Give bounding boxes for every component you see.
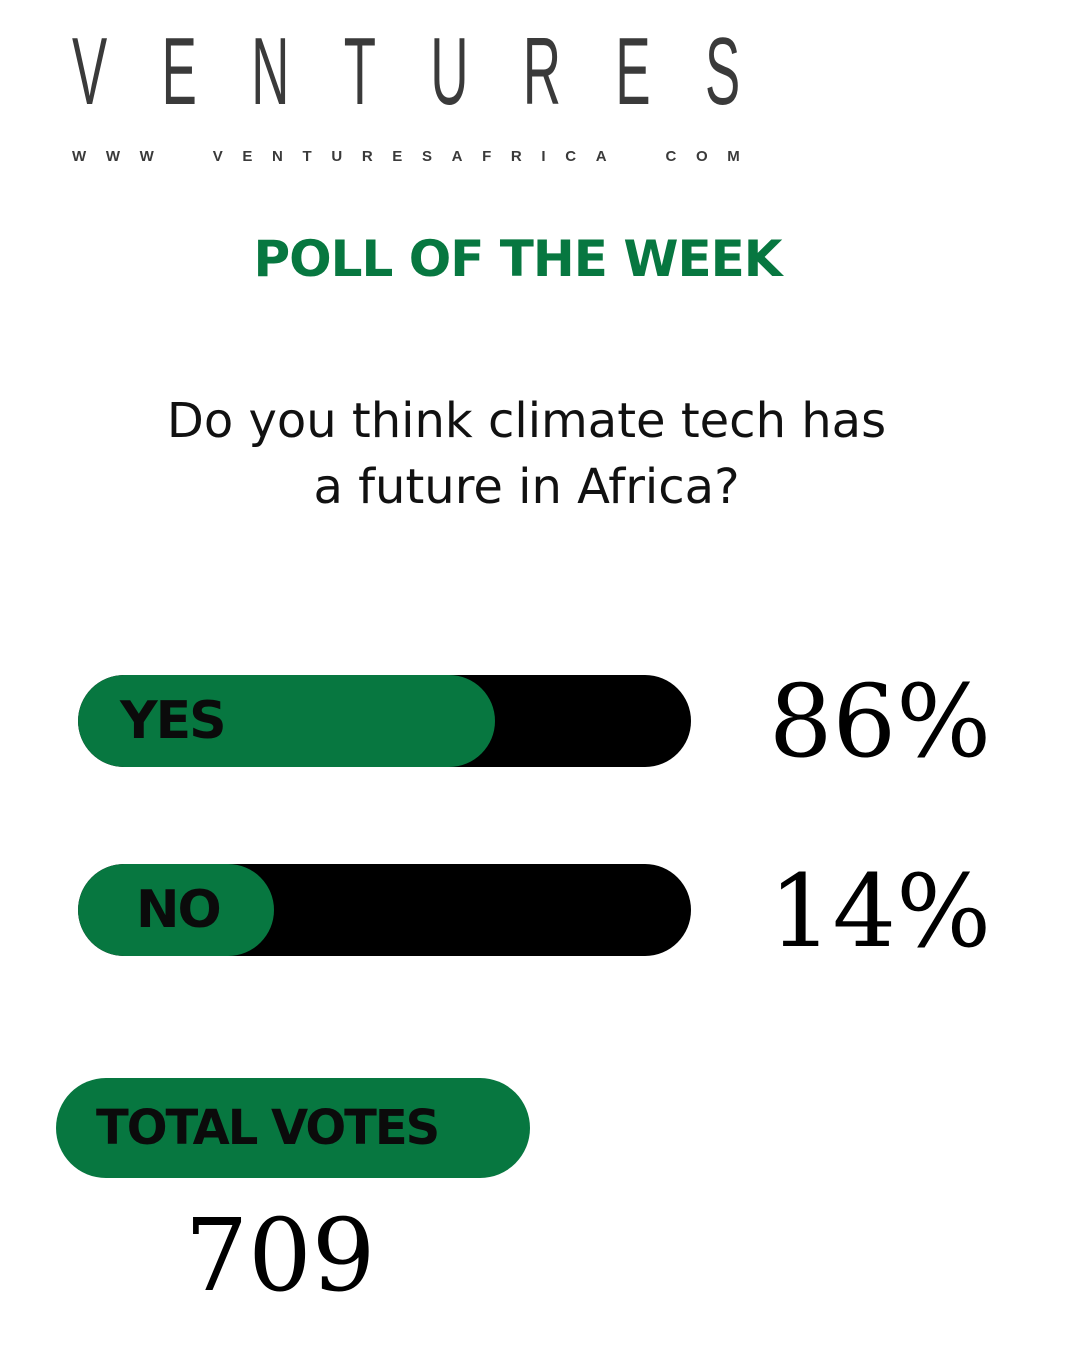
poll-option-yes-bar[interactable]: YES <box>78 675 691 767</box>
url-letter: C <box>565 148 577 165</box>
url-letter: T <box>302 148 312 165</box>
url-letter: I <box>541 148 546 165</box>
url-letter: E <box>242 148 253 165</box>
brand-letter: E <box>161 18 197 125</box>
brand-letter: E <box>615 18 651 125</box>
url-letter: S <box>421 148 432 165</box>
url-letter: E <box>392 148 403 165</box>
brand-letter: S <box>705 18 741 125</box>
url-letter: O <box>695 148 708 165</box>
brand-url: W W W V E N T U R E S A F R I C A C O M <box>72 148 740 165</box>
no-bar-fill <box>78 864 275 956</box>
url-letter: A <box>595 148 607 165</box>
url-letter: U <box>331 148 343 165</box>
url-letter: F <box>482 148 492 165</box>
brand-letter: U <box>430 18 469 125</box>
total-votes-value: 709 <box>184 1197 376 1314</box>
url-letter: W <box>139 148 154 165</box>
question-line: a future in Africa? <box>313 459 740 515</box>
poll-question: Do you think climate tech has a future i… <box>0 388 1053 520</box>
brand-letter: T <box>343 18 376 125</box>
total-votes-label: TOTAL VOTES <box>96 1100 440 1156</box>
url-letter: A <box>451 148 463 165</box>
brand-logo: V E N T U R E S W W W V E N T U R E S A … <box>72 22 752 166</box>
poll-title: POLL OF THE WEEK <box>253 230 782 288</box>
yes-bar-fill <box>78 675 495 767</box>
url-letter: W <box>105 148 120 165</box>
url-letter: R <box>510 148 522 165</box>
brand-name: V E N T U R E S <box>72 22 740 122</box>
url-letter: W <box>72 148 87 165</box>
yes-option-label: YES <box>120 691 227 751</box>
brand-letter: R <box>522 18 562 125</box>
brand-letter: N <box>251 18 290 125</box>
url-letter: V <box>212 148 223 165</box>
url-letter: R <box>361 148 373 165</box>
brand-letter: V <box>72 18 108 125</box>
url-letter: M <box>727 148 740 165</box>
question-line: Do you think climate tech has <box>166 393 887 449</box>
url-letter: N <box>272 148 283 165</box>
total-votes-badge: TOTAL VOTES <box>56 1078 530 1178</box>
yes-percent: 86% <box>768 663 992 780</box>
no-percent: 14% <box>768 853 992 970</box>
no-option-label: NO <box>136 880 222 940</box>
url-letter: C <box>665 148 677 165</box>
poll-option-no-bar[interactable]: NO <box>78 864 691 956</box>
